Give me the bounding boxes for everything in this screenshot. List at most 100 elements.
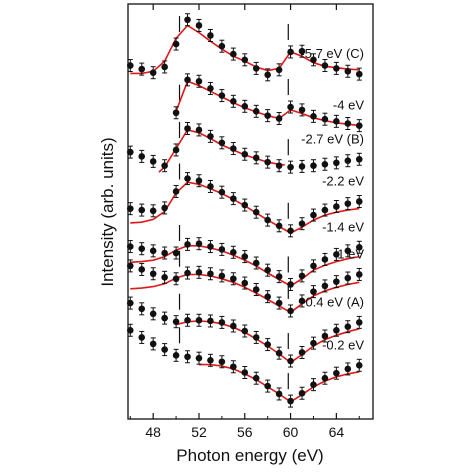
data-point <box>126 262 134 270</box>
data-point <box>252 374 260 382</box>
data-point <box>298 220 306 227</box>
data-point <box>138 65 146 73</box>
data-point <box>138 305 146 313</box>
data-point <box>344 200 352 207</box>
data-point <box>264 216 271 224</box>
data-point <box>230 98 237 105</box>
data-point <box>161 274 168 281</box>
data-point <box>321 332 329 340</box>
y-axis-label: Intensity (arb. units) <box>98 137 117 286</box>
data-point <box>321 256 329 263</box>
data-point <box>218 188 226 196</box>
data-point <box>264 112 271 119</box>
x-tick-label: 52 <box>191 424 207 440</box>
data-point <box>241 201 249 209</box>
data-point <box>252 208 260 216</box>
data-point <box>344 323 352 330</box>
data-point <box>344 274 352 282</box>
data-point <box>321 282 329 290</box>
data-point <box>241 103 249 110</box>
data-point <box>149 340 157 348</box>
data-point <box>287 357 294 365</box>
data-point <box>149 247 157 255</box>
data-point <box>333 203 340 210</box>
x-tick-label: 48 <box>145 424 161 440</box>
data-point <box>333 251 340 258</box>
data-point <box>184 16 191 24</box>
data-point <box>184 241 191 248</box>
curve-label: -2.7 eV (B) <box>301 131 364 146</box>
data-point <box>264 71 271 79</box>
curve-label: -1.4 eV <box>322 219 364 234</box>
data-point <box>126 326 134 334</box>
data-point <box>218 319 226 326</box>
plot-frame <box>127 3 374 420</box>
data-point <box>298 106 306 114</box>
data-point <box>184 76 191 84</box>
data-point <box>184 316 191 324</box>
data-point <box>149 270 157 278</box>
data-point <box>218 92 226 99</box>
data-point <box>161 204 168 212</box>
curve-label: -0.4 eV (A) <box>301 294 364 309</box>
x-tick-label: 60 <box>283 424 299 440</box>
data-point <box>344 67 352 75</box>
data-point <box>287 103 294 111</box>
data-point <box>172 352 180 359</box>
data-point <box>252 154 260 162</box>
data-point <box>264 266 271 274</box>
data-point <box>126 148 134 156</box>
data-point <box>218 139 226 147</box>
data-point <box>310 381 317 388</box>
data-point <box>275 162 283 170</box>
data-point <box>344 247 352 255</box>
data-point <box>218 272 226 280</box>
data-point <box>321 115 329 123</box>
data-point <box>355 319 363 326</box>
data-point <box>275 66 283 74</box>
data-point <box>149 69 157 76</box>
data-point <box>195 126 203 134</box>
data-point <box>230 275 237 283</box>
data-point <box>207 243 214 250</box>
data-point <box>126 243 134 250</box>
data-point <box>195 269 203 276</box>
data-point <box>333 159 340 167</box>
data-point <box>355 362 363 369</box>
data-point <box>252 286 260 293</box>
data-point <box>298 297 306 305</box>
x-tick-label: 56 <box>237 424 253 440</box>
data-point <box>126 299 134 307</box>
data-point <box>241 369 249 376</box>
x-axis-label: Photon energy (eV) <box>176 446 323 465</box>
data-point <box>287 48 294 56</box>
data-point <box>161 249 168 257</box>
data-point <box>195 354 203 362</box>
data-point <box>207 357 214 364</box>
data-point <box>195 22 203 29</box>
data-point <box>230 50 237 58</box>
data-point <box>195 316 203 324</box>
data-point <box>184 269 191 277</box>
transition-markers <box>178 16 289 390</box>
data-point <box>252 334 260 341</box>
data-point <box>138 206 146 214</box>
data-point <box>287 307 294 315</box>
data-point <box>275 273 283 280</box>
data-point <box>321 206 329 214</box>
x-axis-ticks: 48 52 56 60 64 <box>129 4 360 440</box>
data-point <box>184 353 191 361</box>
data-point <box>172 40 180 48</box>
data-point <box>172 249 180 257</box>
data-point <box>275 115 283 122</box>
data-point <box>287 227 294 235</box>
data-point <box>172 188 180 195</box>
data-point <box>218 246 226 253</box>
data-points <box>126 13 363 408</box>
data-point <box>161 314 168 322</box>
data-point <box>321 160 329 168</box>
data-point <box>149 310 157 318</box>
data-point <box>287 397 294 405</box>
data-point <box>310 288 317 295</box>
data-point <box>344 365 352 373</box>
